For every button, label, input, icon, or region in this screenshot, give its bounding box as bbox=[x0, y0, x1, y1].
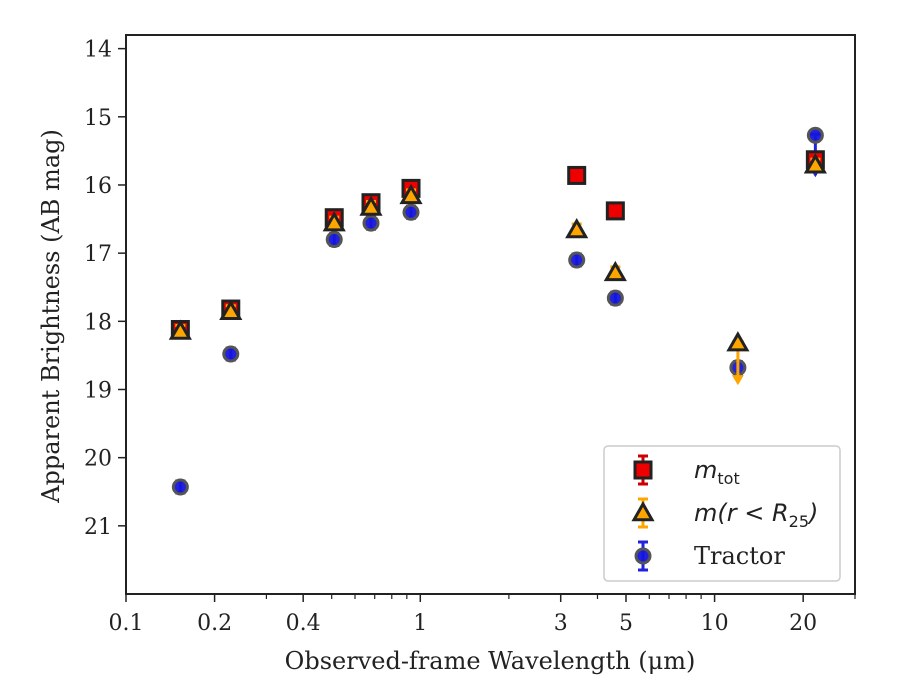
x-tick-label: 0.1 bbox=[109, 611, 144, 636]
data-points bbox=[168, 126, 827, 496]
legend-label: m(r < R25) bbox=[694, 499, 818, 531]
plot-frame bbox=[125, 34, 856, 595]
x-tick-label: 10 bbox=[701, 611, 729, 636]
data-point-circle bbox=[568, 251, 586, 269]
legend: mtot m(r < R25) Tractor bbox=[603, 445, 841, 582]
data-point-triangle bbox=[399, 183, 423, 205]
legend-label: Tractor bbox=[694, 542, 785, 570]
x-tick-label: 3 bbox=[554, 611, 568, 636]
y-tick-label: 17 bbox=[84, 242, 112, 267]
y-tick-label: 20 bbox=[84, 447, 112, 472]
data-point-circle bbox=[402, 203, 420, 221]
data-point-triangle bbox=[359, 195, 383, 216]
legend-label: mtot bbox=[694, 456, 740, 488]
data-point-triangle bbox=[322, 211, 346, 232]
y-tick-label: 14 bbox=[84, 38, 112, 63]
y-tick-label: 19 bbox=[84, 378, 112, 403]
data-point-square bbox=[567, 165, 587, 185]
data-point-circle bbox=[222, 345, 240, 363]
y-axis-label: Apparent Brightness (AB mag) bbox=[37, 129, 65, 504]
data-point-circle bbox=[325, 231, 343, 249]
x-tick-label: 1 bbox=[413, 611, 427, 636]
axes: 0.1 0.2 0.4 1 3 5 10 20 14 15 16 17 18 19 20 21 bbox=[84, 34, 856, 636]
data-point-triangle bbox=[219, 299, 243, 321]
legend-entry: m(r < R25) bbox=[631, 497, 818, 531]
y-tick-label: 21 bbox=[84, 515, 112, 540]
legend-frame bbox=[603, 445, 841, 582]
data-point-triangle bbox=[803, 153, 827, 174]
x-tick-label: 0.4 bbox=[286, 611, 321, 636]
data-point-square bbox=[605, 201, 625, 221]
x-tick-label: 20 bbox=[789, 611, 817, 636]
data-point-circle bbox=[606, 289, 624, 307]
data-point-triangle bbox=[168, 319, 192, 340]
legend-entry: Tractor bbox=[634, 540, 785, 572]
y-tick-label: 18 bbox=[84, 310, 112, 335]
legend-entry: mtot bbox=[633, 454, 740, 488]
x-axis-label: Observed-frame Wavelength (μm) bbox=[285, 647, 696, 675]
data-point-triangle bbox=[603, 260, 627, 282]
data-point-circle bbox=[171, 478, 189, 496]
data-point-triangle bbox=[565, 217, 589, 239]
y-tick-label: 16 bbox=[84, 174, 112, 199]
data-point-circle bbox=[362, 214, 380, 232]
x-tick-label: 5 bbox=[619, 611, 633, 636]
x-tick-label: 0.2 bbox=[197, 611, 232, 636]
y-tick-label: 15 bbox=[84, 106, 112, 131]
data-point-triangle bbox=[726, 331, 750, 386]
